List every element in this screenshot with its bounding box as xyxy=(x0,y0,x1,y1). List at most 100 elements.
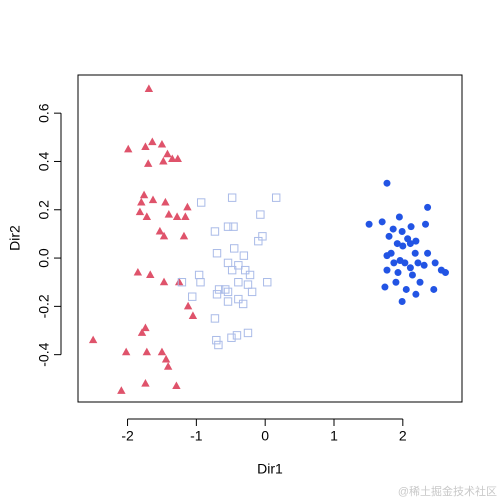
circle-point xyxy=(411,249,419,257)
triangle-point xyxy=(159,277,169,286)
triangle-point xyxy=(137,197,146,206)
triangle-point xyxy=(179,231,189,240)
circle-point xyxy=(402,285,410,293)
circle-point xyxy=(401,259,409,267)
x-tick-label: 1 xyxy=(330,428,338,444)
circle-point xyxy=(406,240,414,248)
circle-point xyxy=(412,290,420,298)
y-tick-label: 0.0 xyxy=(36,248,52,268)
triangle-point xyxy=(135,207,145,216)
triangle-point xyxy=(148,137,157,146)
x-tick-label: -1 xyxy=(190,428,203,444)
watermark: @稀土掘金技术社区 xyxy=(398,484,497,498)
y-tick-label: -0.2 xyxy=(36,294,52,318)
triangle-point xyxy=(172,381,181,390)
y-tick-label: -0.4 xyxy=(36,342,52,366)
circle-point xyxy=(390,259,398,267)
x-tick-label: -2 xyxy=(121,428,134,444)
circle-point xyxy=(408,271,416,279)
circle-point xyxy=(422,220,430,228)
circle-point xyxy=(393,240,401,248)
triangle-point xyxy=(144,84,154,93)
triangle-point xyxy=(161,197,170,206)
circle-point xyxy=(406,264,414,272)
square-point xyxy=(210,227,220,236)
triangle-point xyxy=(146,270,155,278)
square-point xyxy=(194,270,204,280)
triangle-point xyxy=(157,347,167,356)
triangle-point xyxy=(183,202,192,211)
plot-frame xyxy=(77,74,463,403)
circle-point xyxy=(424,249,432,257)
square-point xyxy=(238,299,248,309)
triangle-point xyxy=(137,328,147,336)
triangle-point xyxy=(168,154,177,163)
circle-point xyxy=(385,232,393,240)
circle-point xyxy=(416,278,424,286)
square-point xyxy=(223,297,233,306)
square-point xyxy=(254,236,263,246)
square-point xyxy=(241,265,250,275)
circle-point xyxy=(383,252,391,260)
triangle-point xyxy=(142,212,152,221)
circle-point xyxy=(407,223,415,231)
circle-point xyxy=(412,237,420,245)
square-point xyxy=(232,331,242,340)
circle-point xyxy=(381,283,389,291)
square-point xyxy=(239,251,249,260)
square-point xyxy=(227,333,236,342)
square-point xyxy=(243,280,253,289)
triangle-point xyxy=(141,142,150,150)
triangle-point xyxy=(173,154,182,163)
triangle-point xyxy=(88,335,98,344)
circle-point xyxy=(383,266,391,274)
triangle-point xyxy=(174,277,184,286)
square-point xyxy=(271,193,281,202)
circle-point xyxy=(398,227,406,235)
square-point xyxy=(212,335,221,345)
circle-point xyxy=(430,285,438,293)
square-point xyxy=(227,193,237,202)
triangle-point xyxy=(172,212,182,221)
square-point xyxy=(196,198,206,207)
circle-point xyxy=(424,203,432,211)
circle-point xyxy=(395,213,403,221)
square-point xyxy=(227,265,237,275)
square-point xyxy=(245,270,255,280)
triangle-point xyxy=(161,354,171,363)
triangle-point xyxy=(159,231,169,240)
triangle-point xyxy=(139,190,149,199)
square-point xyxy=(234,294,243,304)
square-point xyxy=(234,261,243,270)
circle-point xyxy=(420,261,428,269)
circle-point xyxy=(441,269,449,277)
x-axis-label: Dir1 xyxy=(257,461,283,477)
triangle-point xyxy=(141,323,150,332)
triangle-point xyxy=(121,347,131,356)
triangle-point xyxy=(124,144,133,153)
square-point xyxy=(247,287,257,297)
square-point xyxy=(214,340,223,350)
square-point xyxy=(243,328,253,338)
y-axis-label: Dir2 xyxy=(7,225,23,251)
square-point xyxy=(223,222,233,231)
square-point xyxy=(210,314,220,323)
circle-point xyxy=(389,225,397,233)
circle-point xyxy=(398,298,406,306)
circle-point xyxy=(392,278,400,286)
triangle-point xyxy=(155,226,165,235)
triangle-point xyxy=(181,212,190,221)
circle-point xyxy=(414,259,422,267)
square-point xyxy=(221,285,230,294)
triangle-point xyxy=(117,386,126,394)
square-point xyxy=(223,287,233,297)
y-tick-label: 0.4 xyxy=(36,152,52,172)
triangle-point xyxy=(163,362,173,370)
square-point xyxy=(223,258,233,268)
triangle-point xyxy=(164,209,174,218)
square-point xyxy=(214,285,224,294)
x-tick-label: 0 xyxy=(261,428,269,444)
circle-point xyxy=(394,269,402,277)
